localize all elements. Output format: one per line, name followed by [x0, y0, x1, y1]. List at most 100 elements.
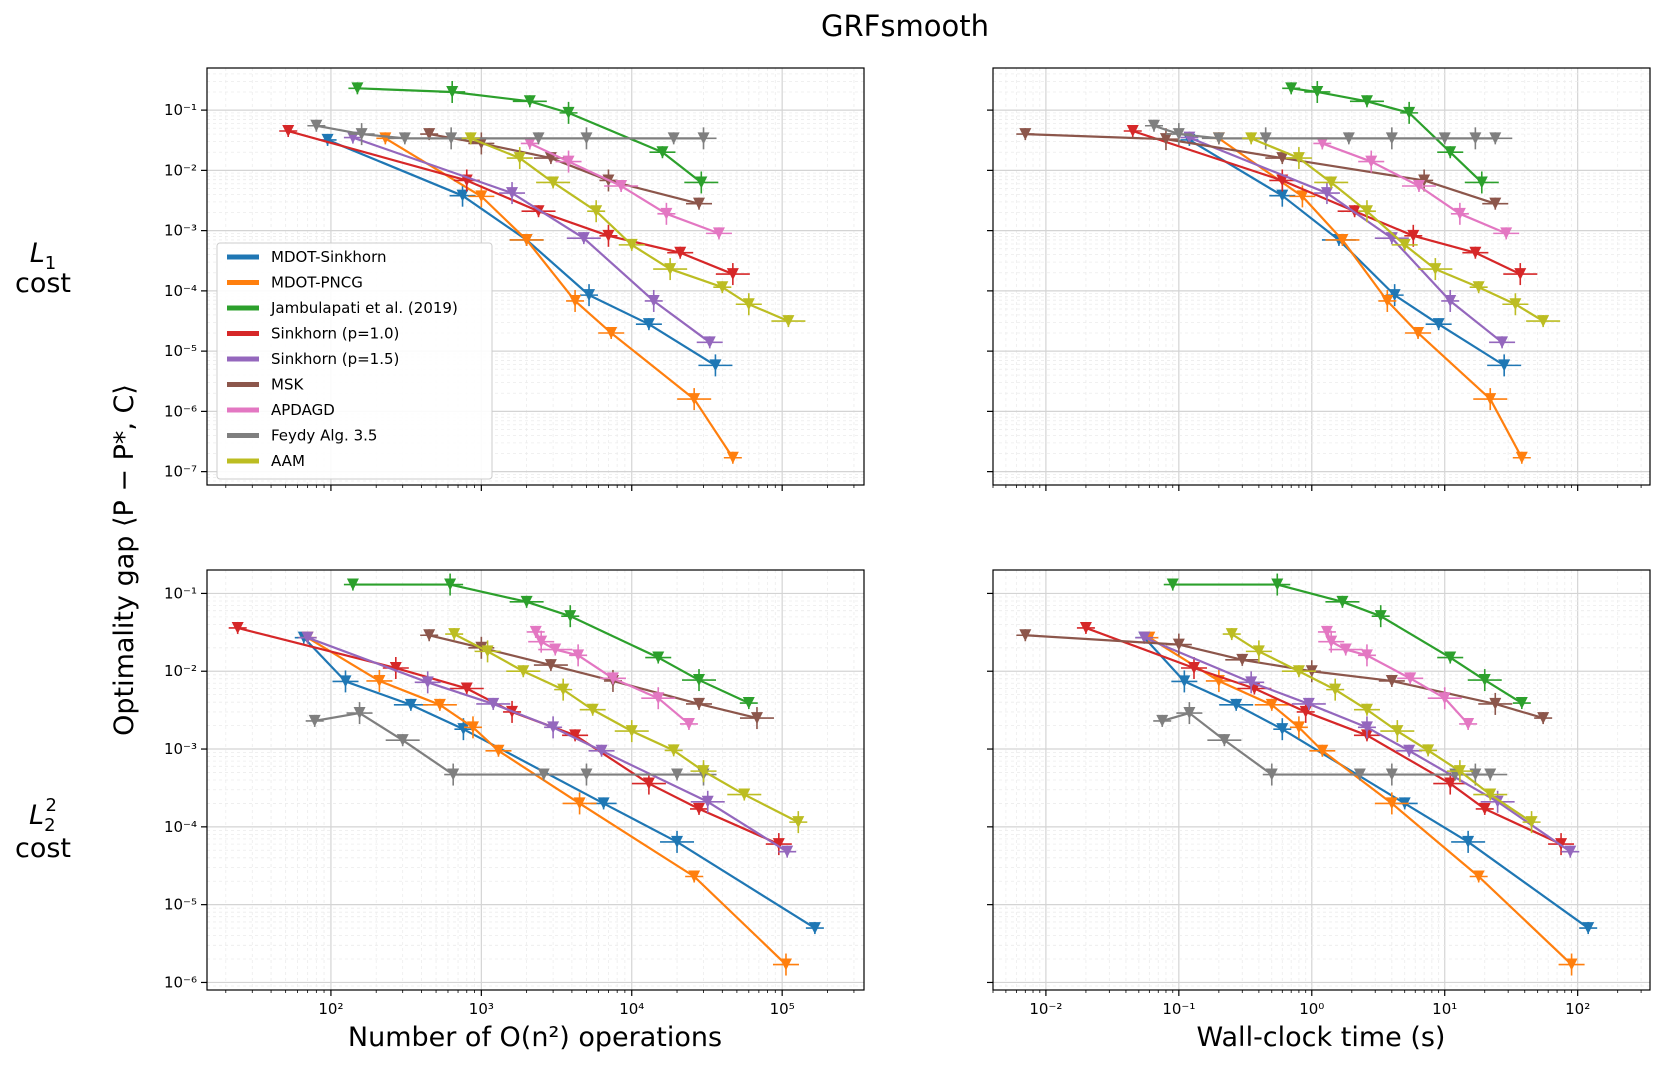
data-point	[562, 106, 575, 119]
data-point	[547, 176, 560, 189]
legend-label: MDOT-PNCG	[271, 274, 363, 292]
axes-frame	[206, 569, 865, 991]
data-point	[1469, 246, 1482, 259]
data-point	[625, 725, 638, 738]
data-point	[1489, 197, 1502, 210]
series-sinkhorn-p-1-0	[279, 125, 750, 286]
data-point	[421, 676, 434, 689]
data-point	[1475, 176, 1488, 189]
series-feydy-alg-3-5	[307, 119, 717, 150]
data-point	[1515, 451, 1528, 464]
data-point	[1444, 651, 1457, 664]
series-line	[287, 129, 734, 276]
data-point	[487, 697, 500, 710]
data-point	[231, 621, 244, 634]
data-point	[1565, 958, 1578, 971]
data-point	[547, 721, 560, 734]
data-point	[712, 227, 725, 240]
series-mdot-pncg	[1209, 132, 1531, 464]
x-tick-label: 10⁰	[1299, 1000, 1324, 1018]
axes-frame	[206, 67, 865, 486]
data-point	[564, 610, 577, 623]
data-point	[446, 85, 459, 98]
legend-label: AAM	[271, 452, 305, 470]
data-point	[1156, 714, 1169, 727]
data-point	[389, 662, 402, 675]
data-point	[475, 190, 488, 203]
data-point	[1276, 152, 1289, 165]
data-point	[1276, 189, 1289, 202]
data-point	[1172, 638, 1185, 651]
data-point	[351, 82, 364, 95]
series-feydy-alg-3-5	[1144, 119, 1513, 150]
data-point	[513, 152, 526, 165]
data-point	[1407, 229, 1420, 242]
data-point	[1404, 672, 1417, 685]
legend-box	[216, 242, 493, 480]
data-point	[1339, 643, 1352, 656]
grid	[207, 569, 864, 991]
series-line	[314, 711, 704, 776]
data-point	[742, 298, 755, 311]
y-axis-label: Optimality gap ⟨P − P*, C⟩	[109, 384, 140, 736]
y-tick-label: 10⁻¹	[164, 584, 197, 602]
data-point	[693, 802, 706, 815]
data-point	[1388, 289, 1401, 302]
series-jambulapati-et-al-2019	[1163, 573, 1531, 710]
y-tick-label: 10⁻⁶	[164, 973, 197, 991]
data-point	[444, 578, 457, 591]
data-point	[1496, 336, 1509, 349]
data-point	[1166, 578, 1179, 591]
series-sinkhorn-p-1-5	[1135, 631, 1580, 858]
data-point	[1296, 190, 1309, 203]
data-point	[1582, 922, 1595, 935]
legend-item-sinkhorn-p-1-0: Sinkhorn (p=1.0)	[227, 325, 399, 343]
series-line	[1025, 132, 1496, 205]
data-point	[460, 682, 473, 695]
data-point	[1453, 207, 1466, 220]
data-point	[660, 207, 673, 220]
data-point	[1360, 649, 1373, 662]
x-axis-label-time: Wall-clock time (s)	[1197, 1022, 1446, 1053]
data-point	[447, 768, 460, 781]
data-point	[1336, 595, 1349, 608]
panel-3: 10⁻¹ 10⁻² 10⁻³ 10⁻⁴ 10⁻⁵ 10⁻⁶ 10² 10³ 10⁴ 10⁵	[164, 569, 865, 1018]
legend-item-apdagd: APDAGD	[227, 401, 335, 419]
y-tick-label: 10⁻¹	[164, 101, 197, 119]
data-point	[1325, 635, 1338, 648]
data-point	[1311, 85, 1324, 98]
data-point	[346, 578, 359, 591]
data-point	[1484, 393, 1497, 406]
data-point	[520, 233, 533, 246]
data-point	[1438, 132, 1451, 145]
x-tick-label: 10⁻²	[1029, 1000, 1062, 1018]
data-point	[1360, 703, 1373, 716]
data-point	[667, 744, 680, 757]
data-point	[433, 698, 446, 711]
series-aam	[1242, 132, 1561, 328]
data-point	[1336, 233, 1349, 246]
data-point	[597, 797, 610, 810]
legend-label: MDOT-Sinkhorn	[271, 248, 386, 266]
data-point	[1285, 82, 1298, 95]
data-point	[688, 393, 701, 406]
data-point	[652, 692, 665, 705]
data-point	[693, 197, 706, 210]
data-point	[606, 672, 619, 685]
data-point	[782, 315, 795, 328]
series-line	[529, 142, 720, 235]
y-tick-label: 10⁻⁵	[164, 896, 197, 914]
series-sinkhorn-p-1-0	[1076, 621, 1575, 856]
legend-item-feydy-alg-3-5: Feydy Alg. 3.5	[227, 427, 377, 445]
legend-label: Sinkhorn (p=1.5)	[271, 350, 399, 368]
data-point	[339, 675, 352, 688]
data-point	[1509, 298, 1522, 311]
data-point	[569, 294, 582, 307]
data-point	[321, 133, 334, 146]
y-tick-label: 10⁻³	[164, 222, 197, 240]
data-point	[792, 816, 805, 829]
legend-label: Feydy Alg. 3.5	[271, 427, 377, 445]
data-point	[1126, 125, 1139, 138]
data-point	[544, 659, 557, 672]
data-point	[423, 128, 436, 141]
